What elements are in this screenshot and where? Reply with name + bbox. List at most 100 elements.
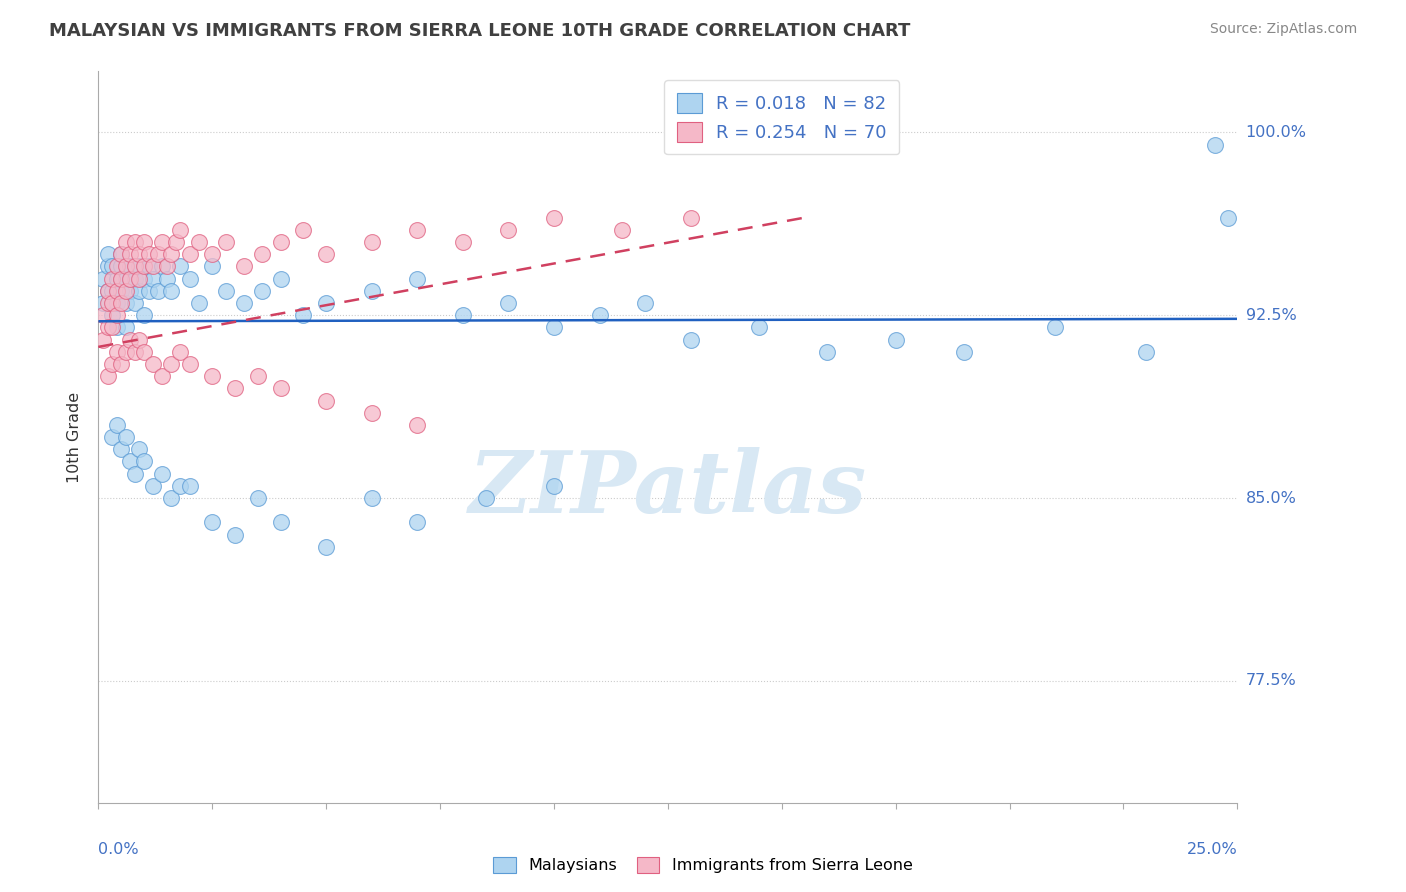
Point: [120, 454, 142, 468]
Point: [252, 247, 274, 261]
Point: [110, 442, 132, 457]
Point: [1135, 344, 1157, 359]
Point: [96, 284, 118, 298]
Point: [679, 211, 702, 225]
Point: [270, 271, 292, 285]
Point: [132, 271, 155, 285]
Point: [132, 308, 155, 322]
Point: [142, 271, 165, 285]
Y-axis label: 10th Grade: 10th Grade: [67, 392, 83, 483]
Point: [120, 284, 142, 298]
Point: [187, 296, 209, 310]
Point: [406, 271, 429, 285]
Point: [201, 369, 224, 384]
Point: [1043, 320, 1066, 334]
Point: [246, 369, 269, 384]
Point: [114, 271, 136, 285]
Point: [96, 369, 118, 384]
Point: [156, 271, 179, 285]
Point: [884, 333, 907, 347]
Point: [360, 491, 382, 505]
Point: [612, 223, 634, 237]
Point: [124, 260, 146, 274]
Point: [815, 344, 838, 359]
Text: ZIPatlas: ZIPatlas: [468, 447, 868, 530]
Point: [132, 260, 155, 274]
Point: [233, 296, 256, 310]
Point: [105, 260, 128, 274]
Point: [179, 479, 201, 493]
Point: [406, 223, 429, 237]
Point: [132, 235, 155, 249]
Point: [201, 260, 224, 274]
Point: [201, 247, 224, 261]
Point: [124, 344, 146, 359]
Point: [160, 357, 183, 371]
Point: [451, 308, 474, 322]
Point: [543, 479, 565, 493]
Text: Source: ZipAtlas.com: Source: ZipAtlas.com: [1209, 22, 1357, 37]
Point: [252, 284, 274, 298]
Point: [110, 247, 132, 261]
Point: [114, 260, 136, 274]
Point: [124, 271, 146, 285]
Point: [101, 320, 124, 334]
Point: [215, 284, 238, 298]
Point: [96, 247, 118, 261]
Point: [120, 271, 142, 285]
Point: [165, 235, 187, 249]
Point: [360, 284, 382, 298]
Point: [128, 284, 150, 298]
Point: [91, 271, 114, 285]
Point: [128, 442, 150, 457]
Text: MALAYSIAN VS IMMIGRANTS FROM SIERRA LEONE 10TH GRADE CORRELATION CHART: MALAYSIAN VS IMMIGRANTS FROM SIERRA LEON…: [49, 22, 911, 40]
Point: [138, 284, 160, 298]
Point: [105, 296, 128, 310]
Point: [110, 284, 132, 298]
Point: [150, 369, 173, 384]
Text: 25.0%: 25.0%: [1187, 842, 1237, 856]
Point: [105, 344, 128, 359]
Point: [179, 271, 201, 285]
Point: [96, 296, 118, 310]
Text: 85.0%: 85.0%: [1246, 491, 1296, 506]
Point: [150, 260, 173, 274]
Point: [146, 284, 169, 298]
Point: [315, 296, 337, 310]
Point: [124, 235, 146, 249]
Point: [169, 479, 191, 493]
Point: [142, 260, 165, 274]
Point: [114, 235, 136, 249]
Point: [110, 271, 132, 285]
Point: [120, 271, 142, 285]
Point: [315, 393, 337, 408]
Point: [114, 430, 136, 444]
Point: [124, 467, 146, 481]
Point: [138, 260, 160, 274]
Point: [101, 357, 124, 371]
Point: [146, 247, 169, 261]
Point: [142, 357, 165, 371]
Point: [160, 491, 183, 505]
Point: [292, 223, 315, 237]
Point: [179, 357, 201, 371]
Point: [588, 308, 610, 322]
Point: [315, 540, 337, 554]
Point: [246, 491, 269, 505]
Text: 77.5%: 77.5%: [1246, 673, 1296, 689]
Point: [132, 344, 155, 359]
Point: [128, 247, 150, 261]
Point: [120, 247, 142, 261]
Point: [160, 247, 183, 261]
Point: [215, 235, 238, 249]
Point: [270, 235, 292, 249]
Point: [128, 333, 150, 347]
Point: [96, 260, 118, 274]
Point: [110, 271, 132, 285]
Point: [110, 296, 132, 310]
Point: [105, 320, 128, 334]
Point: [128, 260, 150, 274]
Point: [201, 516, 224, 530]
Point: [1218, 211, 1240, 225]
Point: [406, 417, 429, 432]
